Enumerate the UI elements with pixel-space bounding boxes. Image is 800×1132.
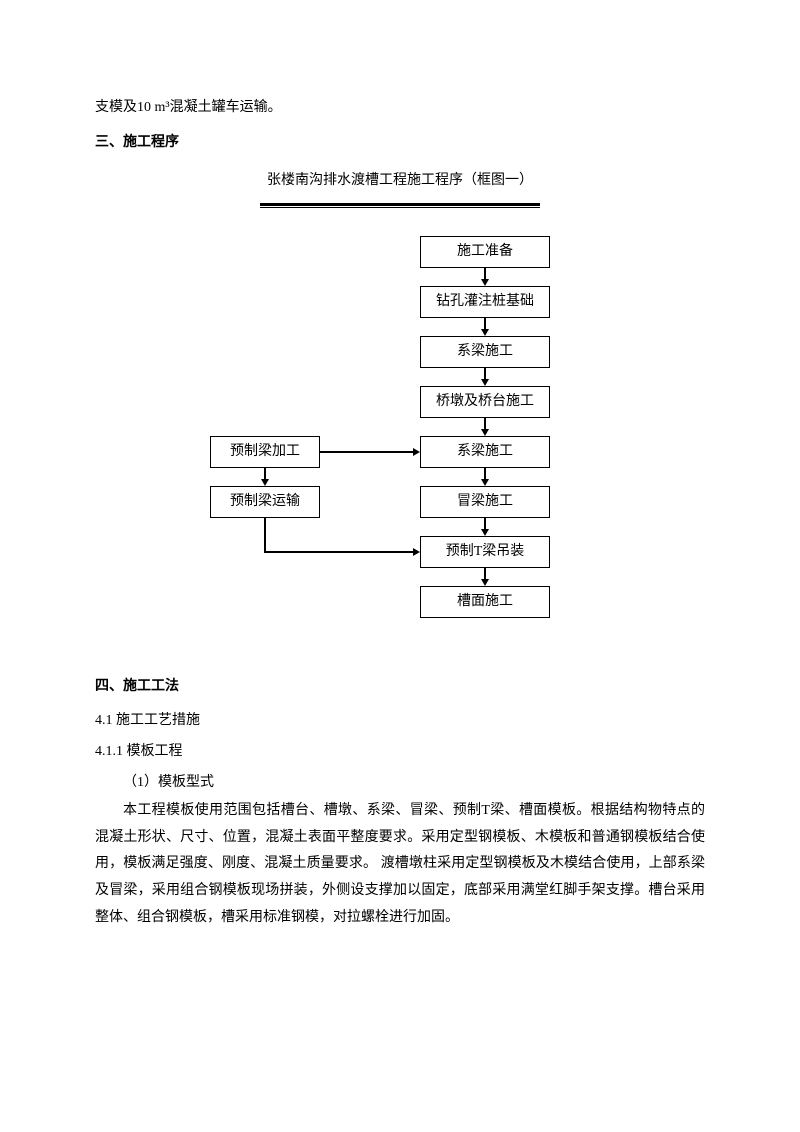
flow-arrow-down-icon bbox=[261, 479, 269, 486]
flow-line bbox=[484, 268, 486, 279]
flow-node-deck: 槽面施工 bbox=[420, 586, 550, 618]
flow-line bbox=[484, 368, 486, 379]
flow-line bbox=[484, 468, 486, 479]
flow-node-pier: 桥墩及桥台施工 bbox=[420, 386, 550, 418]
flow-node-tiebeam1: 系梁施工 bbox=[420, 336, 550, 368]
flow-node-capbeam: 冒梁施工 bbox=[420, 486, 550, 518]
flow-node-pile: 钻孔灌注桩基础 bbox=[420, 286, 550, 318]
flow-arrow-right-icon bbox=[413, 448, 420, 456]
flow-arrow-down-icon bbox=[481, 329, 489, 336]
body-paragraph: 本工程模板使用范围包括槽台、槽墩、系梁、冒梁、预制T梁、槽面模板。根据结构物特点… bbox=[95, 798, 705, 931]
flow-node-prepare: 施工准备 bbox=[420, 236, 550, 268]
section-4-title: 四、施工工法 bbox=[95, 674, 705, 701]
flow-line bbox=[484, 568, 486, 579]
flow-arrow-down-icon bbox=[481, 279, 489, 286]
flow-line bbox=[264, 551, 413, 553]
flow-line bbox=[484, 418, 486, 429]
flowchart: 施工准备 钻孔灌注桩基础 系梁施工 桥墩及桥台施工 系梁施工 冒梁施工 预制T梁… bbox=[120, 236, 680, 656]
flow-node-prefab-make: 预制梁加工 bbox=[210, 436, 320, 468]
section-3-title: 三、施工程序 bbox=[95, 130, 705, 157]
flow-line bbox=[484, 518, 486, 529]
section-4-1-1: 4.1.1 模板工程 bbox=[95, 739, 705, 766]
intro-paragraph: 支模及10 m³混凝土罐车运输。 bbox=[95, 95, 705, 122]
section-4-1-1-a: （1）模板型式 bbox=[95, 770, 705, 797]
flow-arrow-down-icon bbox=[481, 529, 489, 536]
flow-arrow-right-icon bbox=[413, 548, 420, 556]
flow-node-hoist: 预制T梁吊装 bbox=[420, 536, 550, 568]
flow-node-tiebeam2: 系梁施工 bbox=[420, 436, 550, 468]
flow-line bbox=[320, 451, 413, 453]
diagram-title-underline bbox=[260, 203, 540, 206]
section-4-1: 4.1 施工工艺措施 bbox=[95, 708, 705, 735]
flow-line bbox=[484, 318, 486, 329]
flow-arrow-down-icon bbox=[481, 429, 489, 436]
flow-line bbox=[264, 518, 266, 552]
flow-node-prefab-transport: 预制梁运输 bbox=[210, 486, 320, 518]
flow-line bbox=[264, 468, 266, 479]
diagram-title: 张楼南沟排水渡槽工程施工程序（框图一） bbox=[95, 168, 705, 195]
flow-arrow-down-icon bbox=[481, 379, 489, 386]
flow-arrow-down-icon bbox=[481, 579, 489, 586]
flow-arrow-down-icon bbox=[481, 479, 489, 486]
